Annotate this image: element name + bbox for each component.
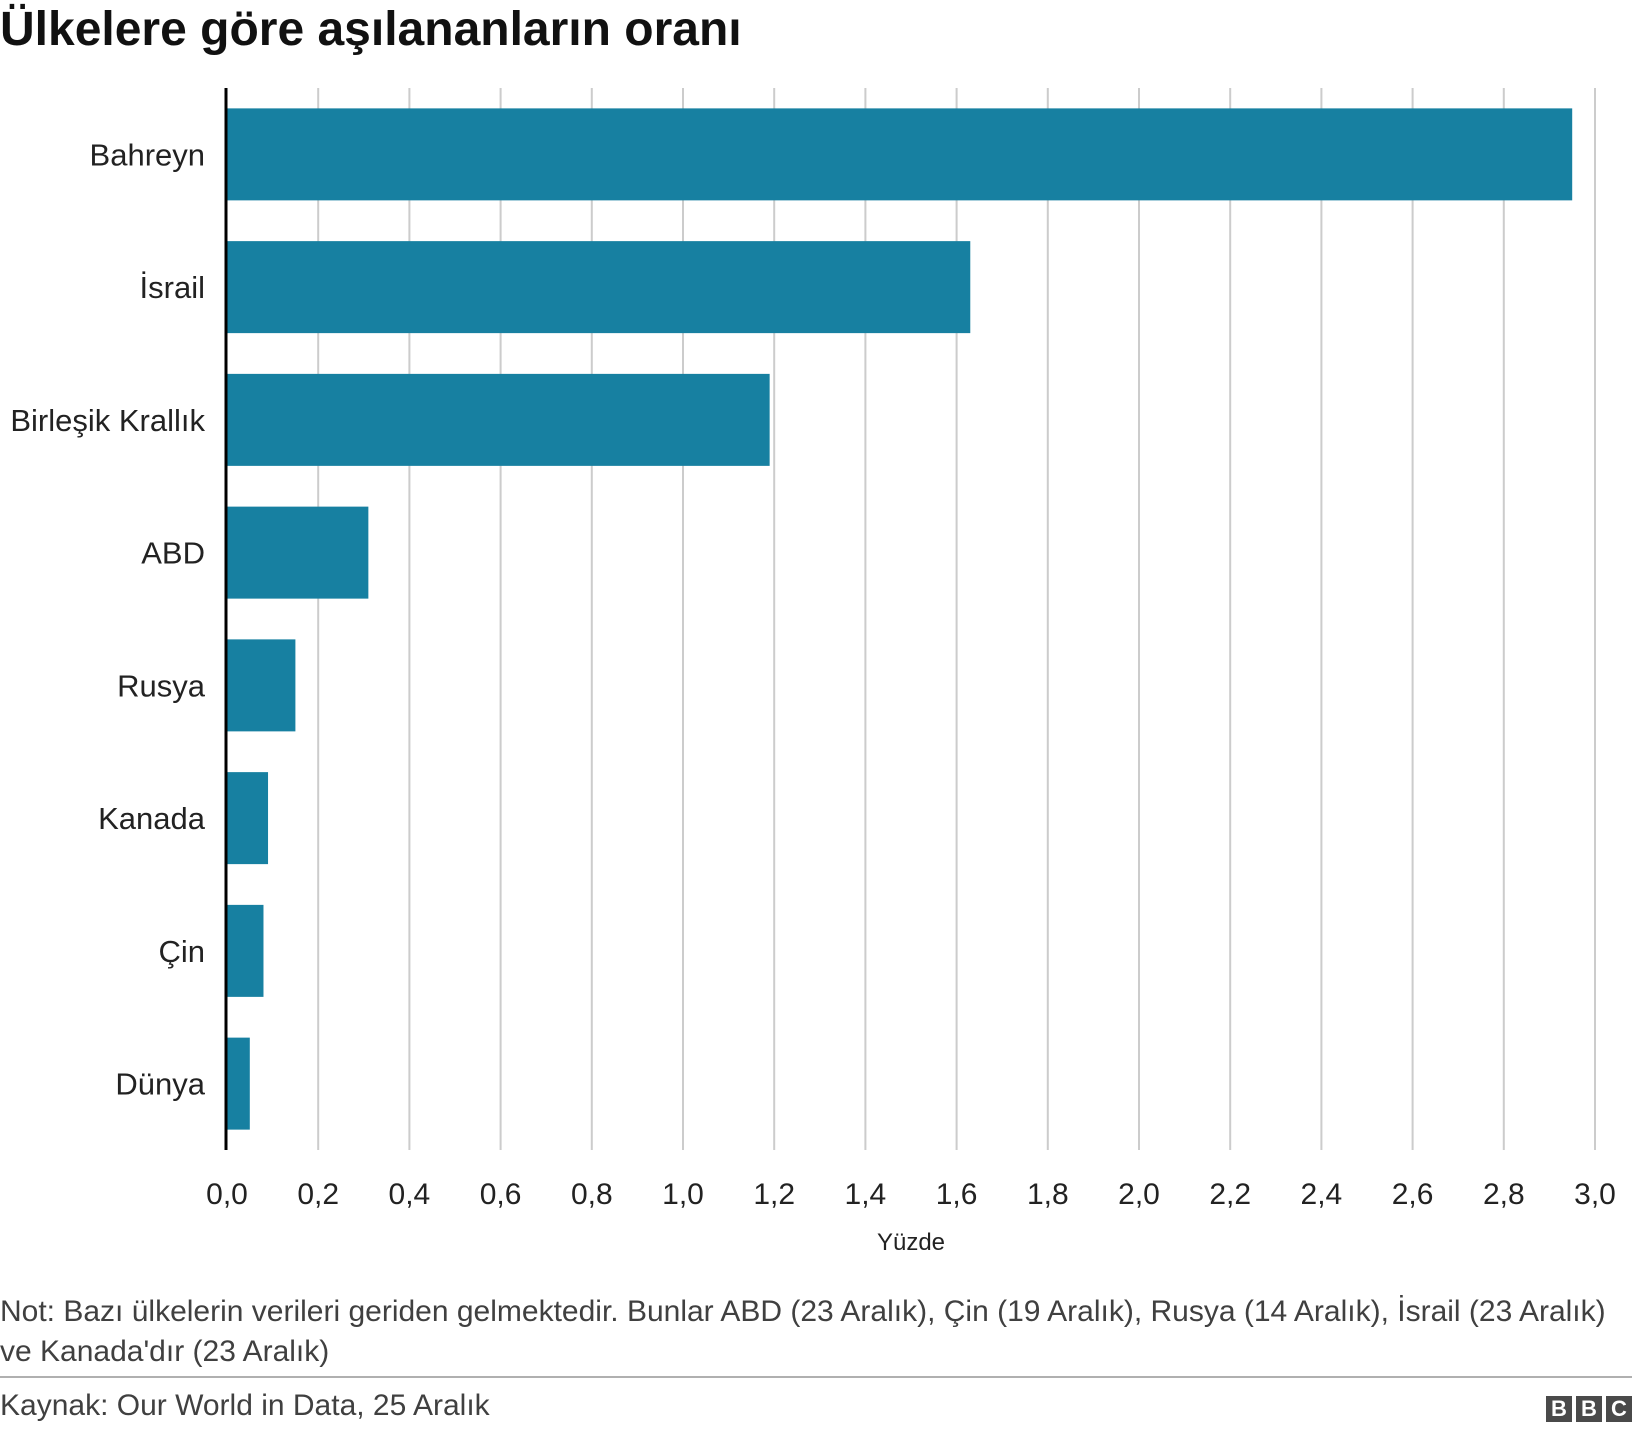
bar (227, 373, 770, 466)
bar (227, 772, 269, 865)
category-label: Rusya (117, 668, 206, 703)
x-tick-label: 0,0 (206, 1178, 248, 1211)
bars (227, 108, 1573, 1130)
x-tick-label: 0,8 (571, 1178, 613, 1211)
bar (227, 108, 1573, 201)
x-tick-label: 1,0 (662, 1178, 704, 1211)
x-tick-label: 2,8 (1483, 1178, 1525, 1211)
bar-chart: Bahreyn İsrail Birleşik Krallık ABD Rusya Kan… (10, 88, 1616, 1256)
bar (227, 639, 296, 732)
category-label: Çin (158, 934, 205, 969)
bbc-logo: B B C (1546, 1396, 1632, 1422)
category-label: Kanada (98, 801, 206, 836)
x-tick-label: 1,2 (753, 1178, 795, 1211)
x-tick-labels: 0,0 0,2 0,4 0,6 0,8 1,0 1,2 1,4 1,6 1,8 2,0 2,2 2,4 2… (206, 1178, 1616, 1211)
x-tick-label: 0,4 (389, 1178, 431, 1211)
category-label: ABD (141, 536, 205, 571)
chart-note: Not: Bazı ülkelerin verileri geriden gel… (0, 1295, 1606, 1368)
category-label: Birleşik Krallık (10, 403, 205, 438)
bar (227, 506, 369, 599)
x-tick-label: 2,4 (1301, 1178, 1343, 1211)
logo-letter: B (1546, 1396, 1572, 1422)
x-tick-label: 1,8 (1027, 1178, 1069, 1211)
bar (227, 1037, 250, 1130)
x-tick-label: 1,4 (845, 1178, 887, 1211)
x-tick-label: 1,6 (936, 1178, 978, 1211)
footer-divider (0, 1376, 1632, 1378)
category-label: Dünya (115, 1067, 205, 1102)
x-tick-label: 3,0 (1574, 1178, 1616, 1211)
category-label: Bahreyn (90, 137, 205, 172)
chart-title: Ülkelere göre aşılananların oranı (0, 3, 742, 56)
x-tick-label: 2,6 (1392, 1178, 1434, 1211)
x-axis-label: Yüzde (877, 1229, 945, 1256)
x-tick-label: 2,0 (1118, 1178, 1160, 1211)
logo-letter: B (1576, 1396, 1602, 1422)
x-tick-label: 0,2 (297, 1178, 339, 1211)
logo-letter: C (1606, 1396, 1632, 1422)
category-labels: Bahreyn İsrail Birleşik Krallık ABD Rusya Kan… (10, 137, 205, 1101)
bar (227, 904, 264, 997)
x-tick-label: 0,6 (480, 1178, 522, 1211)
source-text: Kaynak: Our World in Data, 25 Aralık (0, 1389, 490, 1422)
x-tick-label: 2,2 (1209, 1178, 1251, 1211)
bar (227, 241, 971, 334)
category-label: İsrail (140, 270, 205, 305)
